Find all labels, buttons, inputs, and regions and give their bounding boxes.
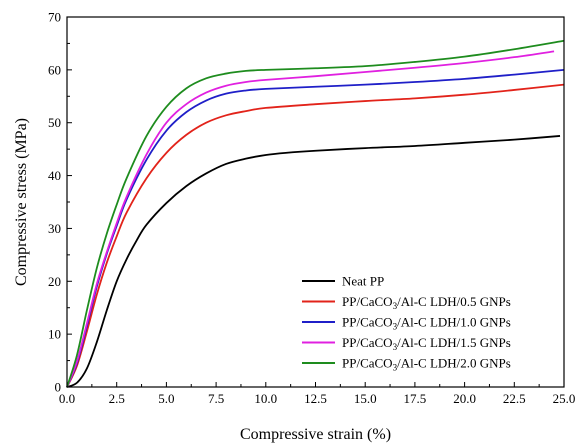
x-tick-label: 22.5 [503,391,526,406]
series-line-4 [66,50,555,388]
legend-label-3: PP/CaCO3/Al-C LDH/1.0 GNPs [342,315,511,332]
series-line-2 [66,83,565,388]
x-tick-label: 7.5 [208,391,224,406]
legend-label-4: PP/CaCO3/Al-C LDH/1.5 GNPs [342,335,511,352]
x-tick-label: 12.5 [304,391,327,406]
y-tick-label: 50 [48,115,61,130]
x-tick-label: 15.0 [354,391,377,406]
legend-label-5: PP/CaCO3/Al-C LDH/2.0 GNPs [342,356,511,373]
x-tick-label: 5.0 [158,391,174,406]
series-layer [66,39,565,388]
axes-layer: 0.0 2.5 5.0 7.5 10.0 12.5 15.0 17.5 20.0 22.5 25.0… [48,10,575,407]
y-axis-title: Compressive stress (MPa) [13,118,30,286]
y-tick-label: 60 [48,62,61,77]
x-tick-label: 25.0 [553,391,576,406]
x-tick-label: 2.5 [109,391,125,406]
legend-label-2: PP/CaCO3/Al-C LDH/0.5 GNPs [342,294,511,311]
x-tick-label: 20.0 [453,391,476,406]
x-tick-label: 17.5 [404,391,427,406]
legend-label-1: Neat PP [342,274,384,289]
plot-frame [66,16,565,388]
series-line-1 [66,135,561,388]
x-tick-label: 0.0 [59,391,75,406]
y-tick-label: 40 [48,168,61,183]
y-tick-label: 30 [48,221,61,236]
x-axis-title: Compressive strain (%) [240,426,391,443]
y-tick-label: 20 [48,274,61,289]
y-tick-label: 70 [48,10,61,25]
legend: Neat PP PP/CaCO3/Al-C LDH/0.5 GNPs PP/CaCO… [302,274,511,373]
y-tick-label: 0 [55,380,62,395]
series-line-5 [66,39,565,388]
x-tick-label: 10.0 [254,391,277,406]
y-tick-label: 10 [48,327,61,342]
